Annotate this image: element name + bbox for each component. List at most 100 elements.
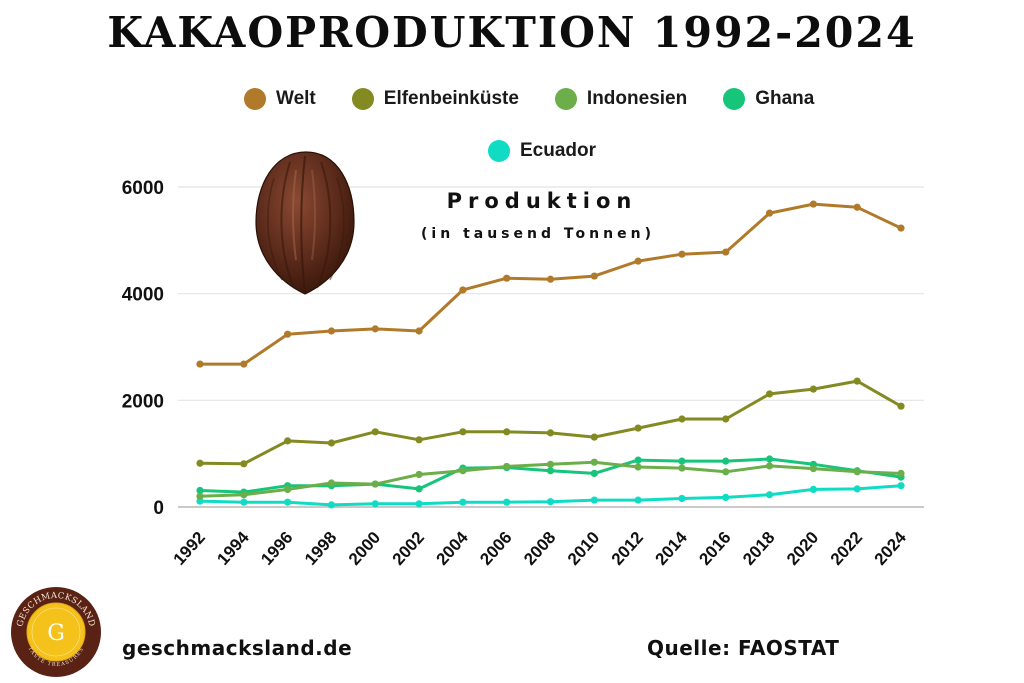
geschmacksland-logo: GESCHMACKSLAND TASTE TREASURES G [11, 587, 101, 677]
y-tick-label: 6000 [122, 178, 164, 199]
series-welt [196, 200, 905, 368]
data-point [371, 428, 379, 436]
website-link[interactable]: geschmacksland.de [122, 636, 353, 660]
data-point [809, 385, 817, 393]
legend-label: Indonesien [586, 88, 688, 109]
data-point [284, 437, 292, 445]
data-point [897, 482, 905, 490]
data-point [765, 462, 774, 470]
data-point [634, 257, 642, 265]
data-point [327, 501, 336, 509]
data-point [678, 250, 686, 258]
legend-item-elfenbeinkueste: Elfenbeinküste [351, 88, 519, 110]
data-point [327, 479, 336, 487]
legend-item-ghana: Ghana [723, 88, 814, 110]
legend-dot-icon [351, 88, 374, 110]
x-tick-label: 1996 [257, 528, 296, 569]
data-point [415, 436, 423, 444]
legend-label: Elfenbeinküste [383, 88, 519, 109]
data-point [240, 360, 248, 368]
x-tick-label: 2000 [345, 528, 384, 569]
data-point [459, 428, 467, 436]
data-point [590, 433, 598, 441]
x-tick-label: 2008 [520, 528, 559, 569]
data-point [196, 486, 204, 495]
y-tick-label: 0 [153, 498, 164, 519]
data-point [415, 485, 423, 493]
data-point [853, 203, 861, 211]
data-point [240, 460, 248, 468]
x-tick-label: 2010 [564, 528, 603, 569]
legend-row-1: Welt Elfenbeinküste Indonesien Ghana [244, 88, 814, 110]
data-point [546, 467, 555, 475]
legend-dot-icon [723, 88, 746, 110]
series-lines [196, 200, 905, 509]
data-point [415, 500, 423, 508]
data-point [371, 500, 379, 508]
data-point [590, 496, 598, 504]
data-point [459, 467, 467, 475]
y-axis-ticks: 0 2000 4000 6000 [122, 178, 164, 519]
data-point [809, 485, 817, 493]
data-point [503, 462, 511, 471]
data-point [809, 465, 817, 473]
data-point [634, 496, 642, 504]
legend-dot-icon [488, 140, 510, 162]
x-tick-label: 2002 [389, 528, 428, 569]
data-point [196, 492, 204, 500]
data-point [853, 377, 861, 385]
legend-label: Ecuador [520, 140, 597, 161]
logo-letter: G [47, 621, 65, 646]
data-point [196, 360, 204, 368]
data-point [284, 485, 292, 493]
chart-title: KAKAOPRODUKTION 1992-2024 [107, 8, 917, 57]
data-point [765, 491, 774, 499]
legend-row-2: Ecuador [488, 140, 596, 162]
data-point [722, 457, 730, 465]
x-tick-label: 2018 [739, 528, 778, 569]
x-tick-label: 2014 [651, 528, 691, 569]
data-point [371, 325, 379, 333]
data-point [459, 286, 467, 294]
x-tick-label: 2024 [871, 528, 911, 569]
data-point [853, 485, 861, 493]
data-point [765, 209, 774, 217]
data-point [765, 455, 774, 463]
data-point [722, 468, 730, 476]
y-tick-label: 2000 [122, 391, 164, 412]
data-point [897, 469, 905, 477]
data-point [284, 330, 292, 338]
data-point [634, 463, 642, 471]
data-point [678, 415, 686, 423]
series-elfenbeinküste [196, 377, 905, 468]
legend-label: Ghana [755, 88, 815, 109]
chart-subtitle: Produktion [447, 189, 638, 213]
data-point [809, 200, 817, 208]
x-tick-label: 2016 [695, 528, 734, 569]
data-point [546, 429, 555, 437]
x-tick-label: 2012 [608, 528, 647, 569]
data-point [546, 498, 555, 506]
legend-item-ecuador: Ecuador [488, 140, 596, 162]
series-ecuador [196, 482, 905, 509]
cocoa-pod-icon [255, 151, 355, 295]
data-point [503, 498, 511, 506]
data-point [722, 248, 730, 256]
x-tick-label: 2004 [432, 528, 472, 569]
x-tick-label: 1994 [213, 528, 253, 569]
data-point [765, 390, 774, 398]
data-source-label: Quelle: FAOSTAT [647, 636, 840, 660]
x-tick-label: 1992 [170, 528, 209, 569]
data-point [853, 468, 861, 476]
data-point [371, 480, 379, 488]
data-point [678, 494, 686, 503]
legend-item-welt: Welt [244, 88, 316, 110]
data-point [722, 415, 730, 423]
data-point [590, 458, 598, 466]
legend-dot-icon [554, 88, 577, 110]
data-point [678, 457, 686, 465]
x-axis-ticks: 1992 1994 1996 1998 2000 2002 2004 2006 2008 2010… [170, 528, 911, 569]
x-tick-label: 2020 [783, 528, 822, 569]
data-point [897, 224, 905, 232]
